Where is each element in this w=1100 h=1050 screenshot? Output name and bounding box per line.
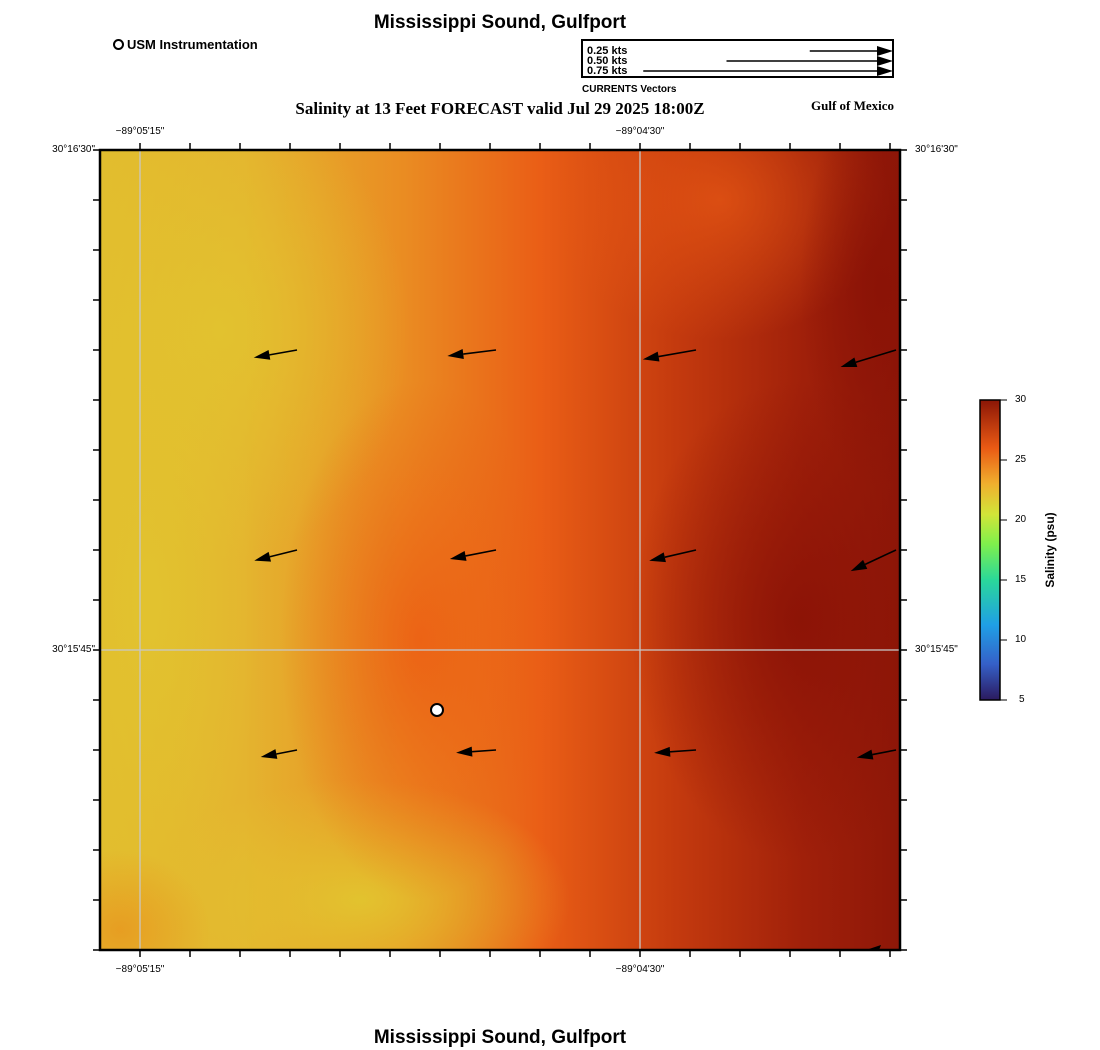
vector-scale-label-2: 0.50 kts — [587, 55, 628, 67]
current-vector-arrow — [856, 749, 897, 760]
current-vectors — [253, 349, 897, 760]
map-title: Mississippi Sound, Gulfport — [373, 12, 627, 33]
usm-legend: USM Instrumentation — [113, 37, 258, 52]
colorbar-ticks — [1000, 399, 1007, 701]
colorbar-title: Salinity (psu) — [1043, 512, 1057, 588]
scale-arrow-icon — [809, 46, 893, 56]
lat-label-right-2: 30°15'45" — [915, 644, 958, 655]
usm-legend-label: USM Instrumentation — [127, 37, 258, 52]
colorbar-tick-label: 30 — [1015, 394, 1027, 405]
scale-arrow-icon — [643, 66, 893, 76]
current-vector-arrow — [260, 749, 298, 759]
colorbar-tick-label: 25 — [1015, 454, 1027, 465]
colorbar-tick-label: 10 — [1015, 634, 1027, 645]
station-marker-icon — [113, 39, 124, 50]
current-vector-arrow — [840, 349, 897, 368]
lon-label-top-1: −89°05'15" — [115, 126, 165, 137]
current-vector-arrow — [456, 746, 497, 757]
vectors-caption: CURRENTS Vectors — [582, 84, 677, 95]
current-vector-arrow — [253, 349, 298, 360]
scale-arrow-icon — [726, 56, 893, 66]
edge-arrow-icon — [866, 945, 881, 950]
lat-label-left-2: 30°15'45" — [52, 644, 95, 655]
vector-scale-label-3: 0.75 kts — [587, 65, 628, 77]
colorbar-gradient — [979, 399, 1001, 701]
current-vector-arrow — [254, 549, 298, 562]
current-vector-arrow — [449, 549, 497, 561]
map-footer-title: Mississippi Sound, Gulfport — [373, 1027, 627, 1048]
current-vector-arrow — [447, 349, 497, 359]
lon-label-bottom-1: −89°05'15" — [115, 964, 165, 975]
vector-scale-legend: 0.25 kts 0.50 kts 0.75 kts — [581, 39, 894, 78]
colorbar-tick-label: 20 — [1015, 514, 1027, 525]
frame-ticks — [93, 143, 907, 957]
lat-label-left-1: 30°16'30" — [52, 144, 95, 155]
current-vector-arrow — [850, 549, 897, 572]
current-vector-arrow — [642, 349, 697, 362]
current-vector-arrow — [649, 549, 697, 563]
graticule — [100, 150, 900, 950]
lon-label-top-2: −89°04'30" — [615, 126, 665, 137]
region-label: Gulf of Mexico — [811, 98, 895, 113]
map-subtitle: Salinity at 13 Feet FORECAST valid Jul 2… — [295, 99, 705, 118]
vector-scale-arrows — [643, 46, 893, 76]
vector-scale-label-1: 0.25 kts — [587, 45, 628, 57]
colorbar-tick-label: 15 — [1015, 574, 1027, 585]
salinity-field — [100, 150, 900, 950]
lat-label-right-1: 30°16'30" — [915, 144, 958, 155]
lon-label-bottom-2: −89°04'30" — [615, 964, 665, 975]
current-vector-arrow — [654, 746, 697, 757]
usm-station-marker[interactable] — [430, 703, 444, 717]
colorbar-tick-label: 5 — [1019, 694, 1025, 705]
